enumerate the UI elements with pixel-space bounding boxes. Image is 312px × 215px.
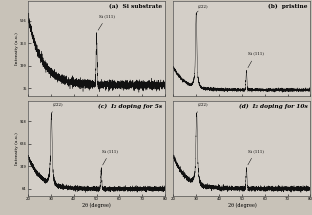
Text: (222): (222) xyxy=(196,4,208,13)
Text: (a)  Si substrate: (a) Si substrate xyxy=(109,4,163,9)
X-axis label: 2θ (degree): 2θ (degree) xyxy=(227,203,256,208)
Text: (222): (222) xyxy=(51,103,63,113)
Y-axis label: Intensity (a.u.): Intensity (a.u.) xyxy=(15,132,18,165)
Y-axis label: Intensity (a.u.): Intensity (a.u.) xyxy=(15,32,18,65)
Text: (b)  pristine: (b) pristine xyxy=(268,4,308,9)
Text: (d)  I₂ doping for 10s: (d) I₂ doping for 10s xyxy=(239,104,308,109)
X-axis label: 2θ (degree): 2θ (degree) xyxy=(82,203,111,208)
Text: Si (111): Si (111) xyxy=(102,149,119,165)
Text: (222): (222) xyxy=(197,103,208,113)
Text: Si (111): Si (111) xyxy=(248,52,264,68)
Text: Si (111): Si (111) xyxy=(98,14,115,30)
Text: (c)  I₂ doping for 5s: (c) I₂ doping for 5s xyxy=(98,104,163,109)
Text: Si (111): Si (111) xyxy=(248,149,264,165)
